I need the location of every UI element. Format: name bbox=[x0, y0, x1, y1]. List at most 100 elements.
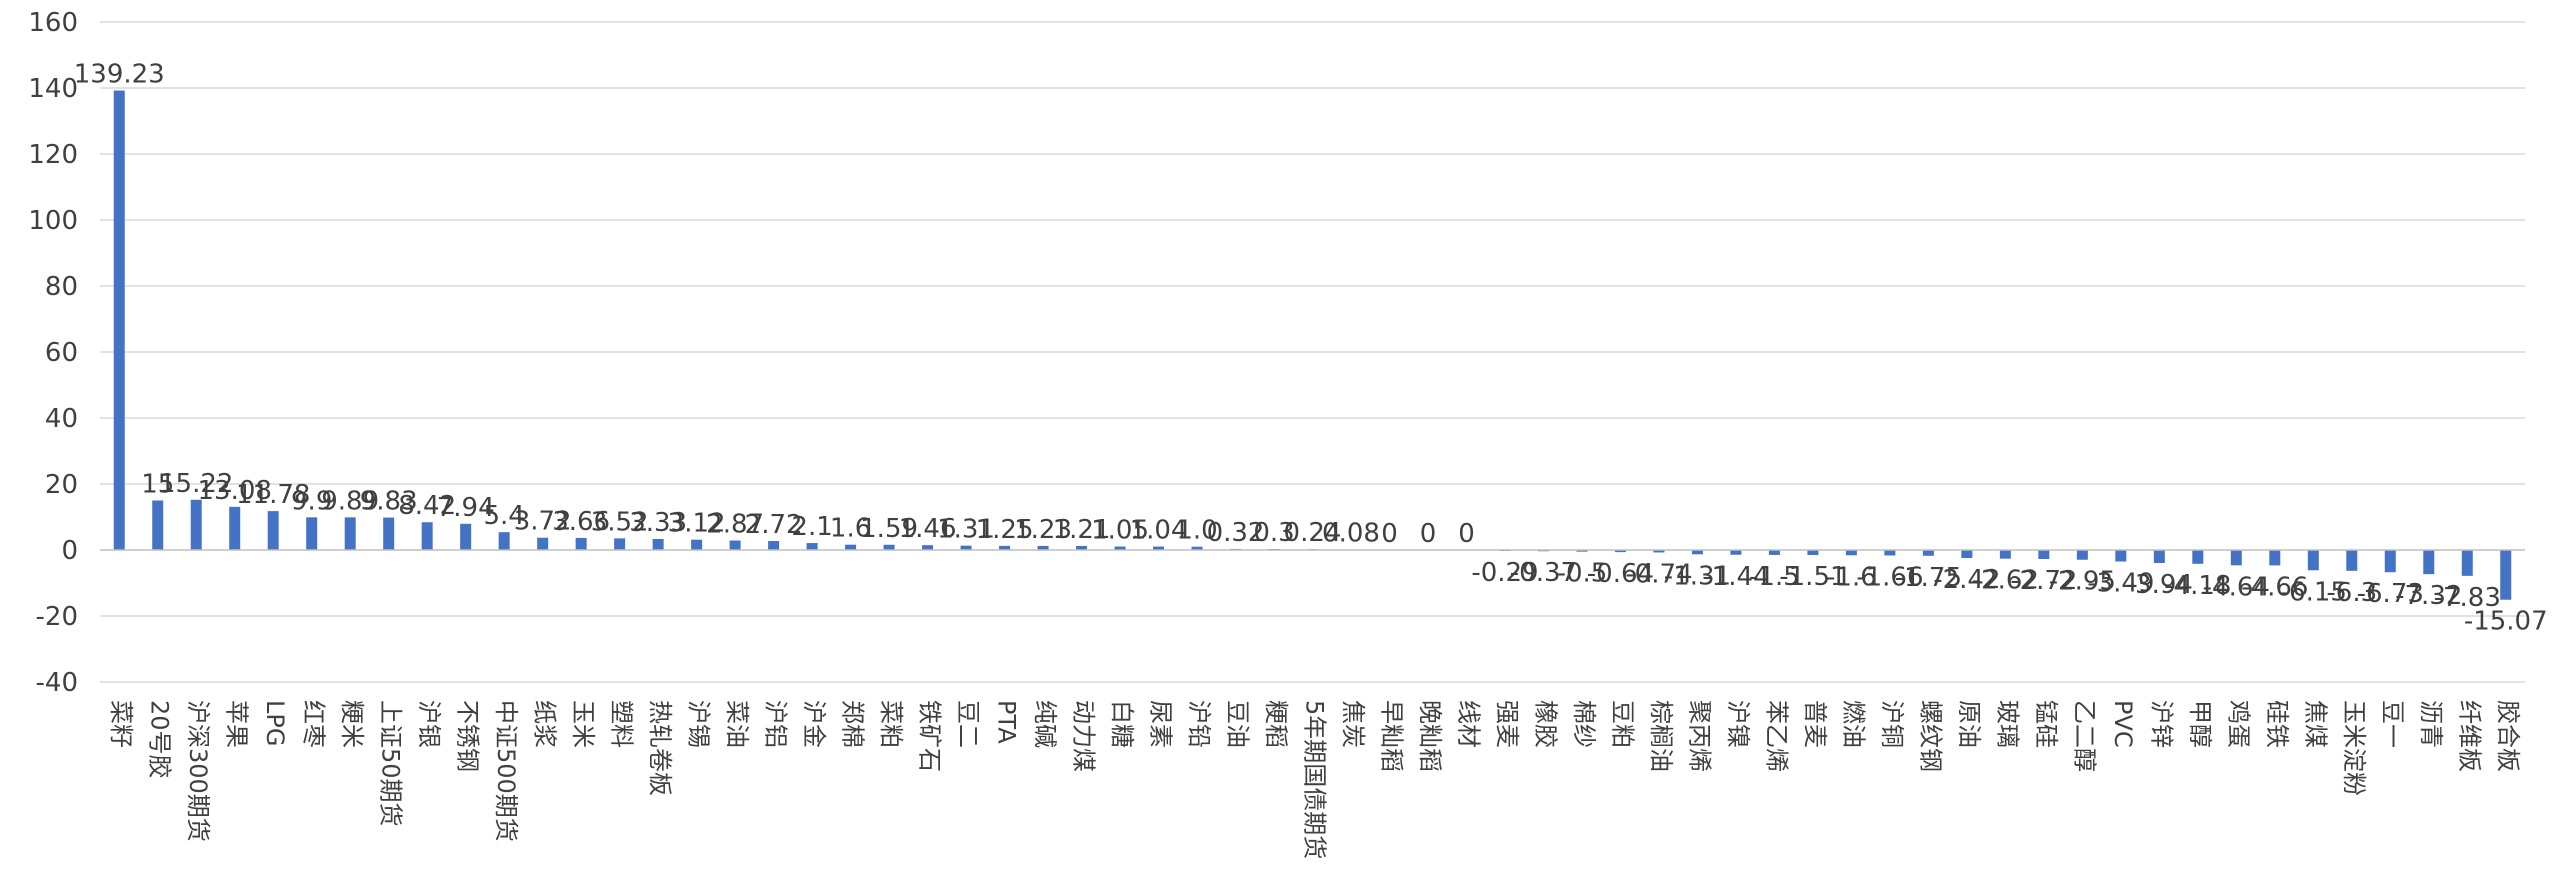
category-label: 红枣 bbox=[300, 700, 328, 748]
category-label: 菜油 bbox=[723, 700, 751, 748]
bar bbox=[806, 543, 818, 550]
category-label: 玻璃 bbox=[1993, 700, 2021, 748]
category-label: 豆二 bbox=[954, 700, 982, 748]
category-label: 乙二醇 bbox=[2070, 700, 2098, 772]
y-tick-label: 20 bbox=[45, 470, 78, 500]
category-label: 豆油 bbox=[1224, 700, 1252, 748]
category-label: 豆粕 bbox=[1608, 700, 1636, 748]
bar bbox=[1076, 546, 1088, 550]
bar bbox=[1961, 550, 1973, 558]
y-tick-label: 100 bbox=[28, 206, 78, 236]
data-label: 0 bbox=[1381, 519, 1398, 549]
bar bbox=[383, 517, 395, 550]
category-label: 尿素 bbox=[1147, 700, 1175, 748]
category-label: 燃油 bbox=[1839, 700, 1867, 748]
category-label: 菜籽 bbox=[107, 700, 135, 748]
data-label: -7.32 bbox=[2395, 581, 2462, 611]
bar bbox=[460, 523, 472, 550]
bar bbox=[729, 540, 741, 550]
data-label: 1.46 bbox=[899, 514, 957, 544]
data-label: -1.51 bbox=[1779, 562, 1846, 592]
y-tick-label: 60 bbox=[45, 338, 78, 368]
bar bbox=[922, 545, 934, 550]
category-label: 粳稻 bbox=[1262, 700, 1290, 748]
category-label: 沪银 bbox=[415, 700, 443, 748]
data-label: -1.44 bbox=[1702, 562, 1769, 592]
data-label: 1.31 bbox=[937, 515, 995, 545]
y-axis-tick-labels: 160 140 120 100 80 60 40 20 0 -20 -40 bbox=[28, 8, 78, 698]
bars bbox=[113, 90, 2512, 600]
category-label: 5年期国债期货 bbox=[1301, 700, 1329, 859]
data-label: 1.59 bbox=[860, 514, 918, 544]
category-label: 鸡蛋 bbox=[2224, 700, 2252, 748]
data-label: 13.08 bbox=[198, 476, 272, 506]
category-label: 苹果 bbox=[223, 700, 251, 748]
y-tick-label: 160 bbox=[28, 8, 78, 38]
data-label: 0 bbox=[1420, 519, 1437, 549]
data-label: -1.75 bbox=[1895, 563, 1962, 593]
bar bbox=[2346, 550, 2358, 571]
category-label: 沪锡 bbox=[685, 700, 713, 748]
bar bbox=[999, 545, 1011, 550]
category-label: 菜粕 bbox=[877, 700, 905, 748]
data-label: 3.66 bbox=[552, 507, 610, 537]
data-label: -2.42 bbox=[1933, 565, 2000, 595]
data-label: 15 bbox=[141, 470, 174, 500]
bar bbox=[421, 522, 433, 550]
bar bbox=[1730, 550, 1742, 555]
data-label: -4.18 bbox=[2164, 571, 2231, 601]
category-label: 苯乙烯 bbox=[1762, 700, 1790, 772]
category-label: 粳米 bbox=[338, 700, 366, 748]
category-label: 热轧卷板 bbox=[646, 700, 674, 796]
data-label: 1.6 bbox=[830, 514, 871, 544]
data-label: -4.66 bbox=[2241, 572, 2308, 602]
category-label: 不锈钢 bbox=[454, 700, 482, 772]
category-label: 橡胶 bbox=[1531, 700, 1559, 748]
category-label: 强麦 bbox=[1493, 700, 1521, 748]
category-label: 甲醇 bbox=[2186, 700, 2214, 748]
bar bbox=[1922, 550, 1934, 556]
y-tick-label: 120 bbox=[28, 140, 78, 170]
category-label: 沪铅 bbox=[1185, 700, 1213, 748]
data-label: -3.49 bbox=[2087, 569, 2154, 599]
category-label: 动力煤 bbox=[1070, 700, 1098, 772]
category-label: 纸浆 bbox=[531, 700, 559, 748]
gridlines bbox=[100, 21, 2525, 683]
x-axis-category-labels: 菜籽 20号胶 沪深300期货 苹果 LPG 红枣 粳米 上证50期货 沪银 不锈钢 中证500期货… bbox=[107, 700, 2522, 859]
category-label: 沪锌 bbox=[2147, 700, 2175, 748]
data-label: 0.24 bbox=[1284, 518, 1342, 548]
bar bbox=[2269, 550, 2281, 566]
data-label: -15.07 bbox=[2464, 607, 2548, 637]
category-label: 早籼稻 bbox=[1377, 700, 1405, 772]
bar bbox=[229, 506, 241, 550]
data-label: -6.3 bbox=[2326, 578, 2377, 608]
y-tick-label: 40 bbox=[45, 404, 78, 434]
bar bbox=[614, 538, 626, 550]
bar bbox=[190, 499, 202, 550]
bar bbox=[1653, 550, 1665, 553]
data-label: 1.21 bbox=[1053, 515, 1111, 545]
category-label: 沪镍 bbox=[1724, 700, 1752, 748]
data-label: 2.1 bbox=[791, 512, 832, 542]
category-label: PTA bbox=[993, 700, 1021, 744]
category-label: 螺纹钢 bbox=[1916, 700, 1944, 772]
bar bbox=[1768, 550, 1780, 555]
data-labels: 139.23 1515.2213.0811.789.99.899.838.427.… bbox=[74, 60, 2548, 637]
bar bbox=[1691, 550, 1703, 555]
data-label: 2.87 bbox=[706, 510, 764, 540]
category-label: 铁矿石 bbox=[916, 700, 944, 772]
bar bbox=[691, 539, 703, 550]
data-label: 8.42 bbox=[398, 491, 456, 521]
bar bbox=[1191, 546, 1203, 550]
data-label: 3.52 bbox=[591, 507, 649, 537]
data-label: 9.9 bbox=[291, 486, 332, 516]
category-label: 硅铁 bbox=[2263, 700, 2291, 748]
bar bbox=[2038, 550, 2050, 559]
data-label: 9.83 bbox=[360, 487, 418, 517]
data-label: 11.78 bbox=[236, 480, 310, 510]
y-tick-label: 80 bbox=[45, 272, 78, 302]
category-label: 上证50期货 bbox=[377, 700, 405, 827]
bar bbox=[1999, 550, 2011, 559]
category-label: 豆一 bbox=[2378, 700, 2406, 748]
bar bbox=[768, 541, 780, 550]
